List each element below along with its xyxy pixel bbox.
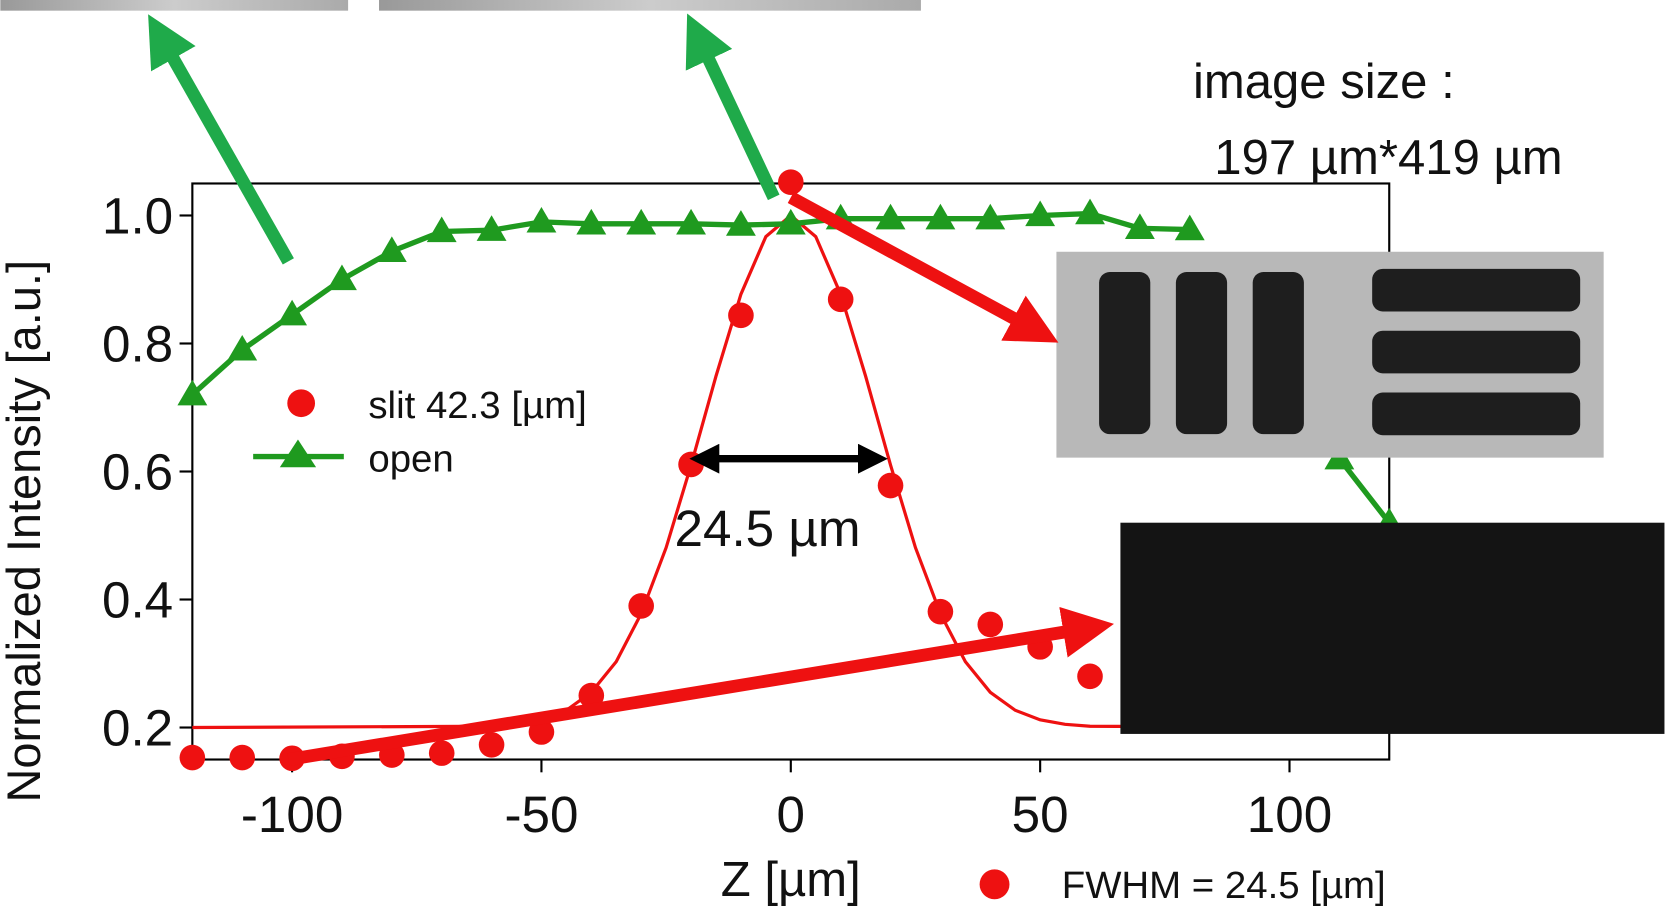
data-point <box>428 740 455 766</box>
x-tick-label: 0 <box>777 786 805 843</box>
arrow <box>685 13 780 201</box>
data-point <box>975 203 1006 230</box>
data-point <box>476 215 507 241</box>
data-point <box>777 169 804 196</box>
image-thumbnail <box>379 0 921 11</box>
x-axis-label: Z [µm] <box>721 853 861 907</box>
fwhm-label: FWHM = 24.5 [µm] <box>1062 864 1386 907</box>
data-point <box>728 302 754 329</box>
data-point <box>827 286 854 313</box>
y-tick-label: 0.6 <box>102 444 173 501</box>
image-size-value: 197 µm*419 µm <box>1214 131 1562 185</box>
data-point <box>925 203 956 230</box>
data-point <box>877 472 904 499</box>
legend-marker <box>279 439 317 468</box>
arrow <box>287 606 1114 766</box>
data-point <box>177 379 208 406</box>
data-point <box>1124 213 1155 239</box>
arrow <box>787 191 1059 343</box>
fwhm-marker <box>979 869 1010 900</box>
legend-marker <box>287 389 316 418</box>
y-tick-label: 0.8 <box>102 316 173 373</box>
data-point <box>526 206 557 233</box>
data-point <box>528 719 555 745</box>
legend-label: slit 42.3 [µm] <box>368 384 586 427</box>
data-point <box>327 264 357 291</box>
data-point <box>927 598 954 625</box>
data-point <box>179 744 206 771</box>
image-thumbnail <box>0 0 349 11</box>
data-point <box>277 299 308 326</box>
y-tick-label: 1.0 <box>102 188 173 245</box>
data-point <box>426 216 457 243</box>
data-point <box>1174 214 1205 241</box>
y-axis-label: Normalized Intensity [a.u.] <box>0 260 50 802</box>
data-point <box>576 208 607 235</box>
width-label: 24.5 µm <box>675 500 861 557</box>
image-dark <box>1120 522 1665 734</box>
data-point <box>1025 200 1056 227</box>
data-point <box>977 611 1004 638</box>
data-point <box>676 208 706 235</box>
arrow <box>148 14 294 265</box>
data-point <box>578 682 605 709</box>
x-tick-label: -100 <box>241 786 343 843</box>
data-point <box>1075 198 1105 225</box>
data-point <box>725 210 756 236</box>
data-point <box>478 732 505 758</box>
data-point <box>875 203 906 230</box>
data-point <box>628 593 654 619</box>
y-tick-label: 0.4 <box>102 572 173 629</box>
data-point <box>376 236 407 262</box>
data-point <box>775 208 806 235</box>
image-size-title: image size : <box>1193 55 1455 109</box>
legend: slit 42.3 [µm] open <box>253 384 587 481</box>
plot-area: 0.2 0.4 0.6 0.8 1.0 -100 -50 0 50 100 <box>102 169 1405 843</box>
x-tick-label: 50 <box>1012 786 1069 843</box>
data-point <box>1077 663 1103 690</box>
x-tick-label: 100 <box>1247 786 1332 843</box>
x-tick-label: -50 <box>504 786 578 843</box>
y-tick-label: 0.2 <box>102 700 173 757</box>
data-point <box>678 451 704 478</box>
data-point <box>227 334 258 361</box>
legend-label: open <box>368 438 453 481</box>
data-point <box>229 744 256 771</box>
data-point <box>626 208 657 235</box>
image-bar-pattern <box>1056 251 1604 458</box>
